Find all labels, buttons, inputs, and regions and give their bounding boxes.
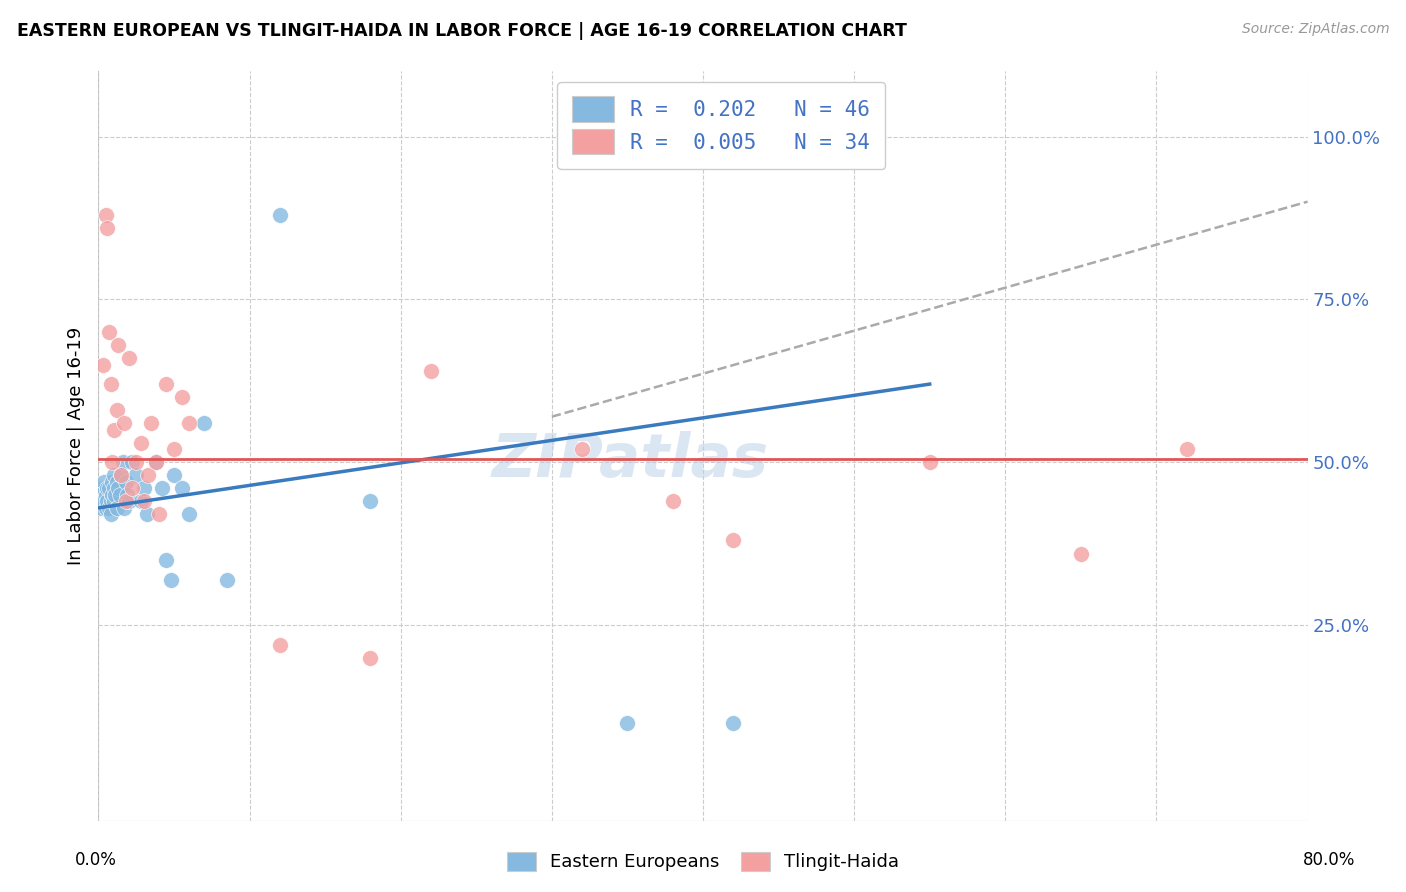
Point: [420, 364, 443, 378]
Point: [115, 488, 138, 502]
Point: [193, 416, 215, 430]
Point: [150, 481, 173, 495]
Point: [215, 573, 238, 587]
Point: [103, 468, 125, 483]
Point: [118, 351, 141, 365]
Point: [132, 494, 155, 508]
Point: [98, 325, 121, 339]
Text: 0.0%: 0.0%: [75, 851, 117, 869]
Point: [90, 500, 112, 515]
Point: [94, 208, 117, 222]
Point: [105, 403, 128, 417]
Point: [1175, 442, 1198, 457]
Point: [170, 390, 193, 404]
Text: EASTERN EUROPEAN VS TLINGIT-HAIDA IN LABOR FORCE | AGE 16-19 CORRELATION CHART: EASTERN EUROPEAN VS TLINGIT-HAIDA IN LAB…: [17, 22, 907, 40]
Point: [112, 416, 135, 430]
Point: [91, 358, 114, 372]
Point: [96, 481, 118, 495]
Point: [107, 481, 129, 495]
Legend: Eastern Europeans, Tlingit-Haida: Eastern Europeans, Tlingit-Haida: [499, 845, 907, 879]
Point: [111, 455, 134, 469]
Point: [155, 553, 177, 567]
Point: [136, 468, 159, 483]
Point: [91, 481, 114, 495]
Point: [360, 494, 382, 508]
Text: ZIPatlas: ZIPatlas: [492, 432, 769, 491]
Point: [571, 442, 593, 457]
Point: [121, 455, 143, 469]
Point: [135, 508, 157, 522]
Point: [125, 468, 148, 483]
Point: [114, 494, 136, 508]
Point: [179, 416, 201, 430]
Point: [125, 455, 148, 469]
Point: [91, 494, 114, 508]
Point: [661, 494, 683, 508]
Point: [98, 500, 121, 515]
Point: [96, 494, 118, 508]
Point: [723, 715, 745, 730]
Point: [110, 468, 132, 483]
Point: [101, 475, 124, 489]
Point: [918, 455, 941, 469]
Point: [155, 377, 177, 392]
Point: [112, 500, 135, 515]
Point: [179, 508, 201, 522]
Point: [723, 533, 745, 548]
Point: [160, 573, 183, 587]
Legend: R =  0.202   N = 46, R =  0.005   N = 34: R = 0.202 N = 46, R = 0.005 N = 34: [557, 82, 884, 169]
Y-axis label: In Labor Force | Age 16-19: In Labor Force | Age 16-19: [66, 326, 84, 566]
Point: [110, 468, 132, 483]
Point: [100, 377, 122, 392]
Point: [170, 481, 193, 495]
Point: [360, 650, 382, 665]
Point: [93, 475, 115, 489]
Point: [100, 508, 122, 522]
Point: [132, 481, 155, 495]
Point: [269, 638, 291, 652]
Point: [105, 475, 128, 489]
Point: [1070, 547, 1092, 561]
Point: [94, 500, 117, 515]
Point: [100, 494, 122, 508]
Point: [103, 494, 125, 508]
Point: [103, 423, 125, 437]
Point: [103, 481, 125, 495]
Point: [105, 500, 128, 515]
Point: [163, 442, 186, 457]
Text: Source: ZipAtlas.com: Source: ZipAtlas.com: [1241, 22, 1389, 37]
Point: [114, 475, 136, 489]
Point: [141, 416, 163, 430]
Text: 80.0%: 80.0%: [1302, 851, 1355, 869]
Point: [108, 488, 131, 502]
Point: [145, 455, 167, 469]
Point: [101, 488, 124, 502]
Point: [145, 455, 167, 469]
Point: [163, 468, 186, 483]
Point: [148, 508, 170, 522]
Point: [101, 455, 124, 469]
Point: [129, 435, 152, 450]
Point: [129, 494, 152, 508]
Point: [98, 481, 121, 495]
Point: [118, 494, 141, 508]
Point: [94, 488, 117, 502]
Point: [269, 208, 291, 222]
Point: [96, 220, 118, 235]
Point: [121, 481, 143, 495]
Point: [107, 338, 129, 352]
Point: [616, 715, 638, 730]
Point: [104, 488, 127, 502]
